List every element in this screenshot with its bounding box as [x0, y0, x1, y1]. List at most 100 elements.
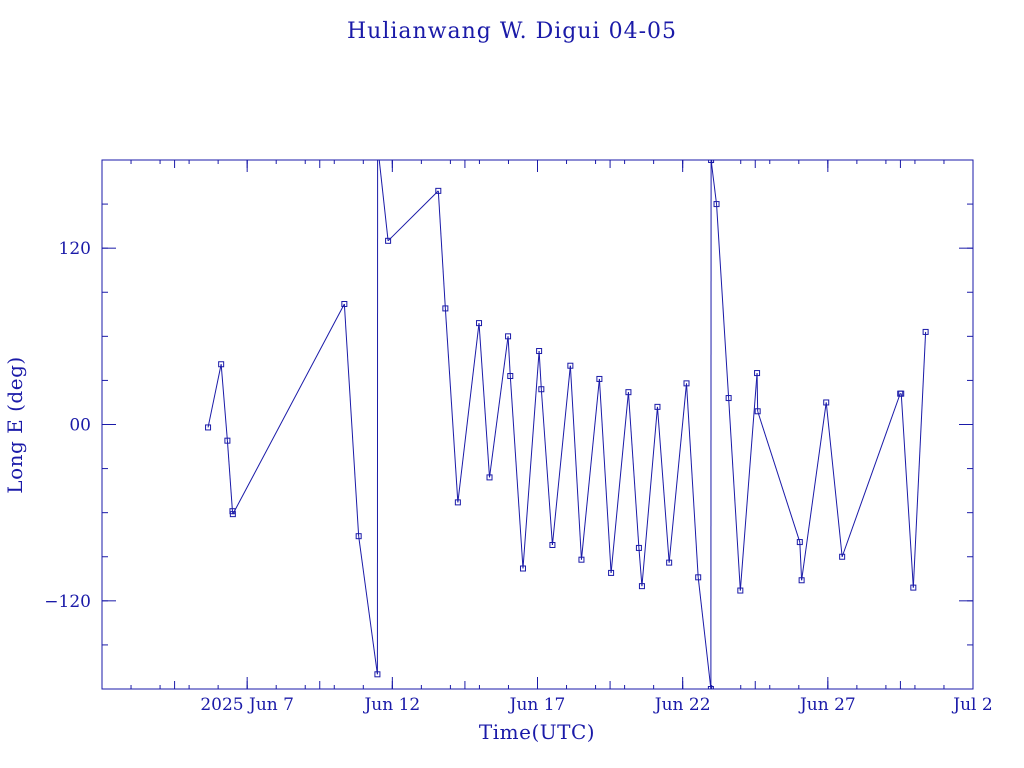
series-segment — [825, 402, 843, 557]
data-point — [536, 348, 543, 355]
data-point — [229, 511, 236, 518]
data-point — [713, 201, 720, 208]
series-segment — [232, 303, 345, 515]
data-point — [654, 403, 661, 410]
series-segment — [207, 364, 222, 428]
series-segment — [900, 393, 914, 588]
series-segment — [489, 336, 509, 478]
series-segment — [641, 406, 658, 587]
series-segment — [569, 365, 582, 560]
data-point — [798, 577, 805, 584]
x-tick-labels: 2025 Jun 7 Jun 12 Jun 17 Jun 22 Jun 27 Jul 2 — [200, 695, 992, 715]
data-point — [505, 333, 512, 340]
series-segment — [444, 308, 459, 503]
series-segment — [757, 411, 801, 543]
data-point — [454, 499, 461, 506]
data-point — [355, 533, 362, 540]
data-point — [608, 569, 615, 576]
data-point — [578, 556, 585, 563]
series-segment — [685, 383, 699, 578]
y-tick-label: −120 — [44, 592, 91, 612]
y-tick-labels: 120 00 −120 — [44, 239, 91, 612]
series-segment — [540, 389, 553, 546]
series-segment — [728, 398, 741, 591]
series-segment — [756, 373, 759, 412]
data-point — [695, 574, 702, 581]
series-segment — [610, 392, 629, 573]
data-point — [666, 559, 673, 566]
series-segment — [538, 350, 542, 390]
y-tick-label: 120 — [59, 239, 91, 259]
data-point — [754, 408, 761, 415]
series-segment — [478, 323, 491, 478]
data-point — [796, 539, 803, 546]
data-point — [839, 553, 846, 560]
series-segment — [509, 375, 524, 569]
series-segment — [841, 393, 901, 557]
x-tick-label: Jun 12 — [362, 695, 420, 715]
data-point — [707, 686, 714, 689]
data-point — [374, 671, 381, 678]
data-point — [486, 474, 493, 481]
data-point — [638, 583, 645, 590]
data-point — [507, 373, 514, 380]
x-tick-label: Jun 27 — [798, 695, 856, 715]
series-segment — [457, 323, 480, 503]
data-point — [341, 301, 348, 308]
plot-area — [205, 160, 929, 689]
series-segment — [627, 392, 640, 548]
series-markers — [205, 160, 929, 689]
series-segment — [220, 364, 228, 441]
data-point — [898, 390, 905, 397]
series-segment — [697, 577, 712, 689]
data-point — [519, 565, 526, 572]
series-segment — [358, 536, 378, 675]
series-segment — [710, 160, 718, 205]
series-segment — [378, 160, 389, 241]
series-segment — [507, 336, 511, 377]
x-tick-label: 2025 Jun 7 — [200, 695, 294, 715]
series-segment — [801, 402, 827, 581]
series-segment — [799, 542, 803, 581]
data-point — [683, 380, 690, 387]
series-segment — [656, 406, 670, 563]
data-point — [725, 395, 732, 402]
series-segment — [912, 331, 927, 588]
x-tick-label: Jun 17 — [508, 695, 566, 715]
series-segment — [437, 190, 446, 309]
series-segment — [551, 365, 571, 546]
series-segment — [343, 303, 360, 537]
axis-ticks — [101, 160, 974, 689]
series-segment — [522, 350, 540, 569]
data-point — [385, 237, 392, 244]
x-tick-label: Jun 22 — [653, 695, 711, 715]
data-point — [205, 424, 212, 431]
data-point — [910, 584, 917, 591]
data-point — [476, 320, 483, 327]
chart-title: Hulianwang W. Digui 04-05 — [347, 19, 677, 44]
x-axis-label: Time(UTC) — [479, 720, 595, 744]
series-segment — [716, 204, 730, 399]
data-point — [922, 328, 929, 335]
data-point — [737, 587, 744, 594]
x-tick-label: Jul 2 — [951, 695, 992, 715]
series-segment — [739, 373, 758, 591]
series-segment — [598, 378, 612, 573]
data-point — [224, 437, 231, 444]
series-lines — [207, 160, 927, 689]
data-point — [549, 541, 556, 548]
plot-frame — [101, 159, 974, 690]
data-point — [596, 375, 603, 382]
series-segment — [580, 378, 600, 560]
y-axis-label: Long E (deg) — [3, 356, 27, 493]
data-point — [625, 389, 632, 396]
series-segment — [226, 440, 233, 512]
data-point — [823, 399, 830, 406]
data-point — [754, 370, 761, 377]
data-point — [538, 386, 545, 393]
data-point — [635, 544, 642, 551]
data-point — [442, 305, 449, 312]
data-point — [218, 361, 225, 368]
data-point — [435, 187, 442, 194]
